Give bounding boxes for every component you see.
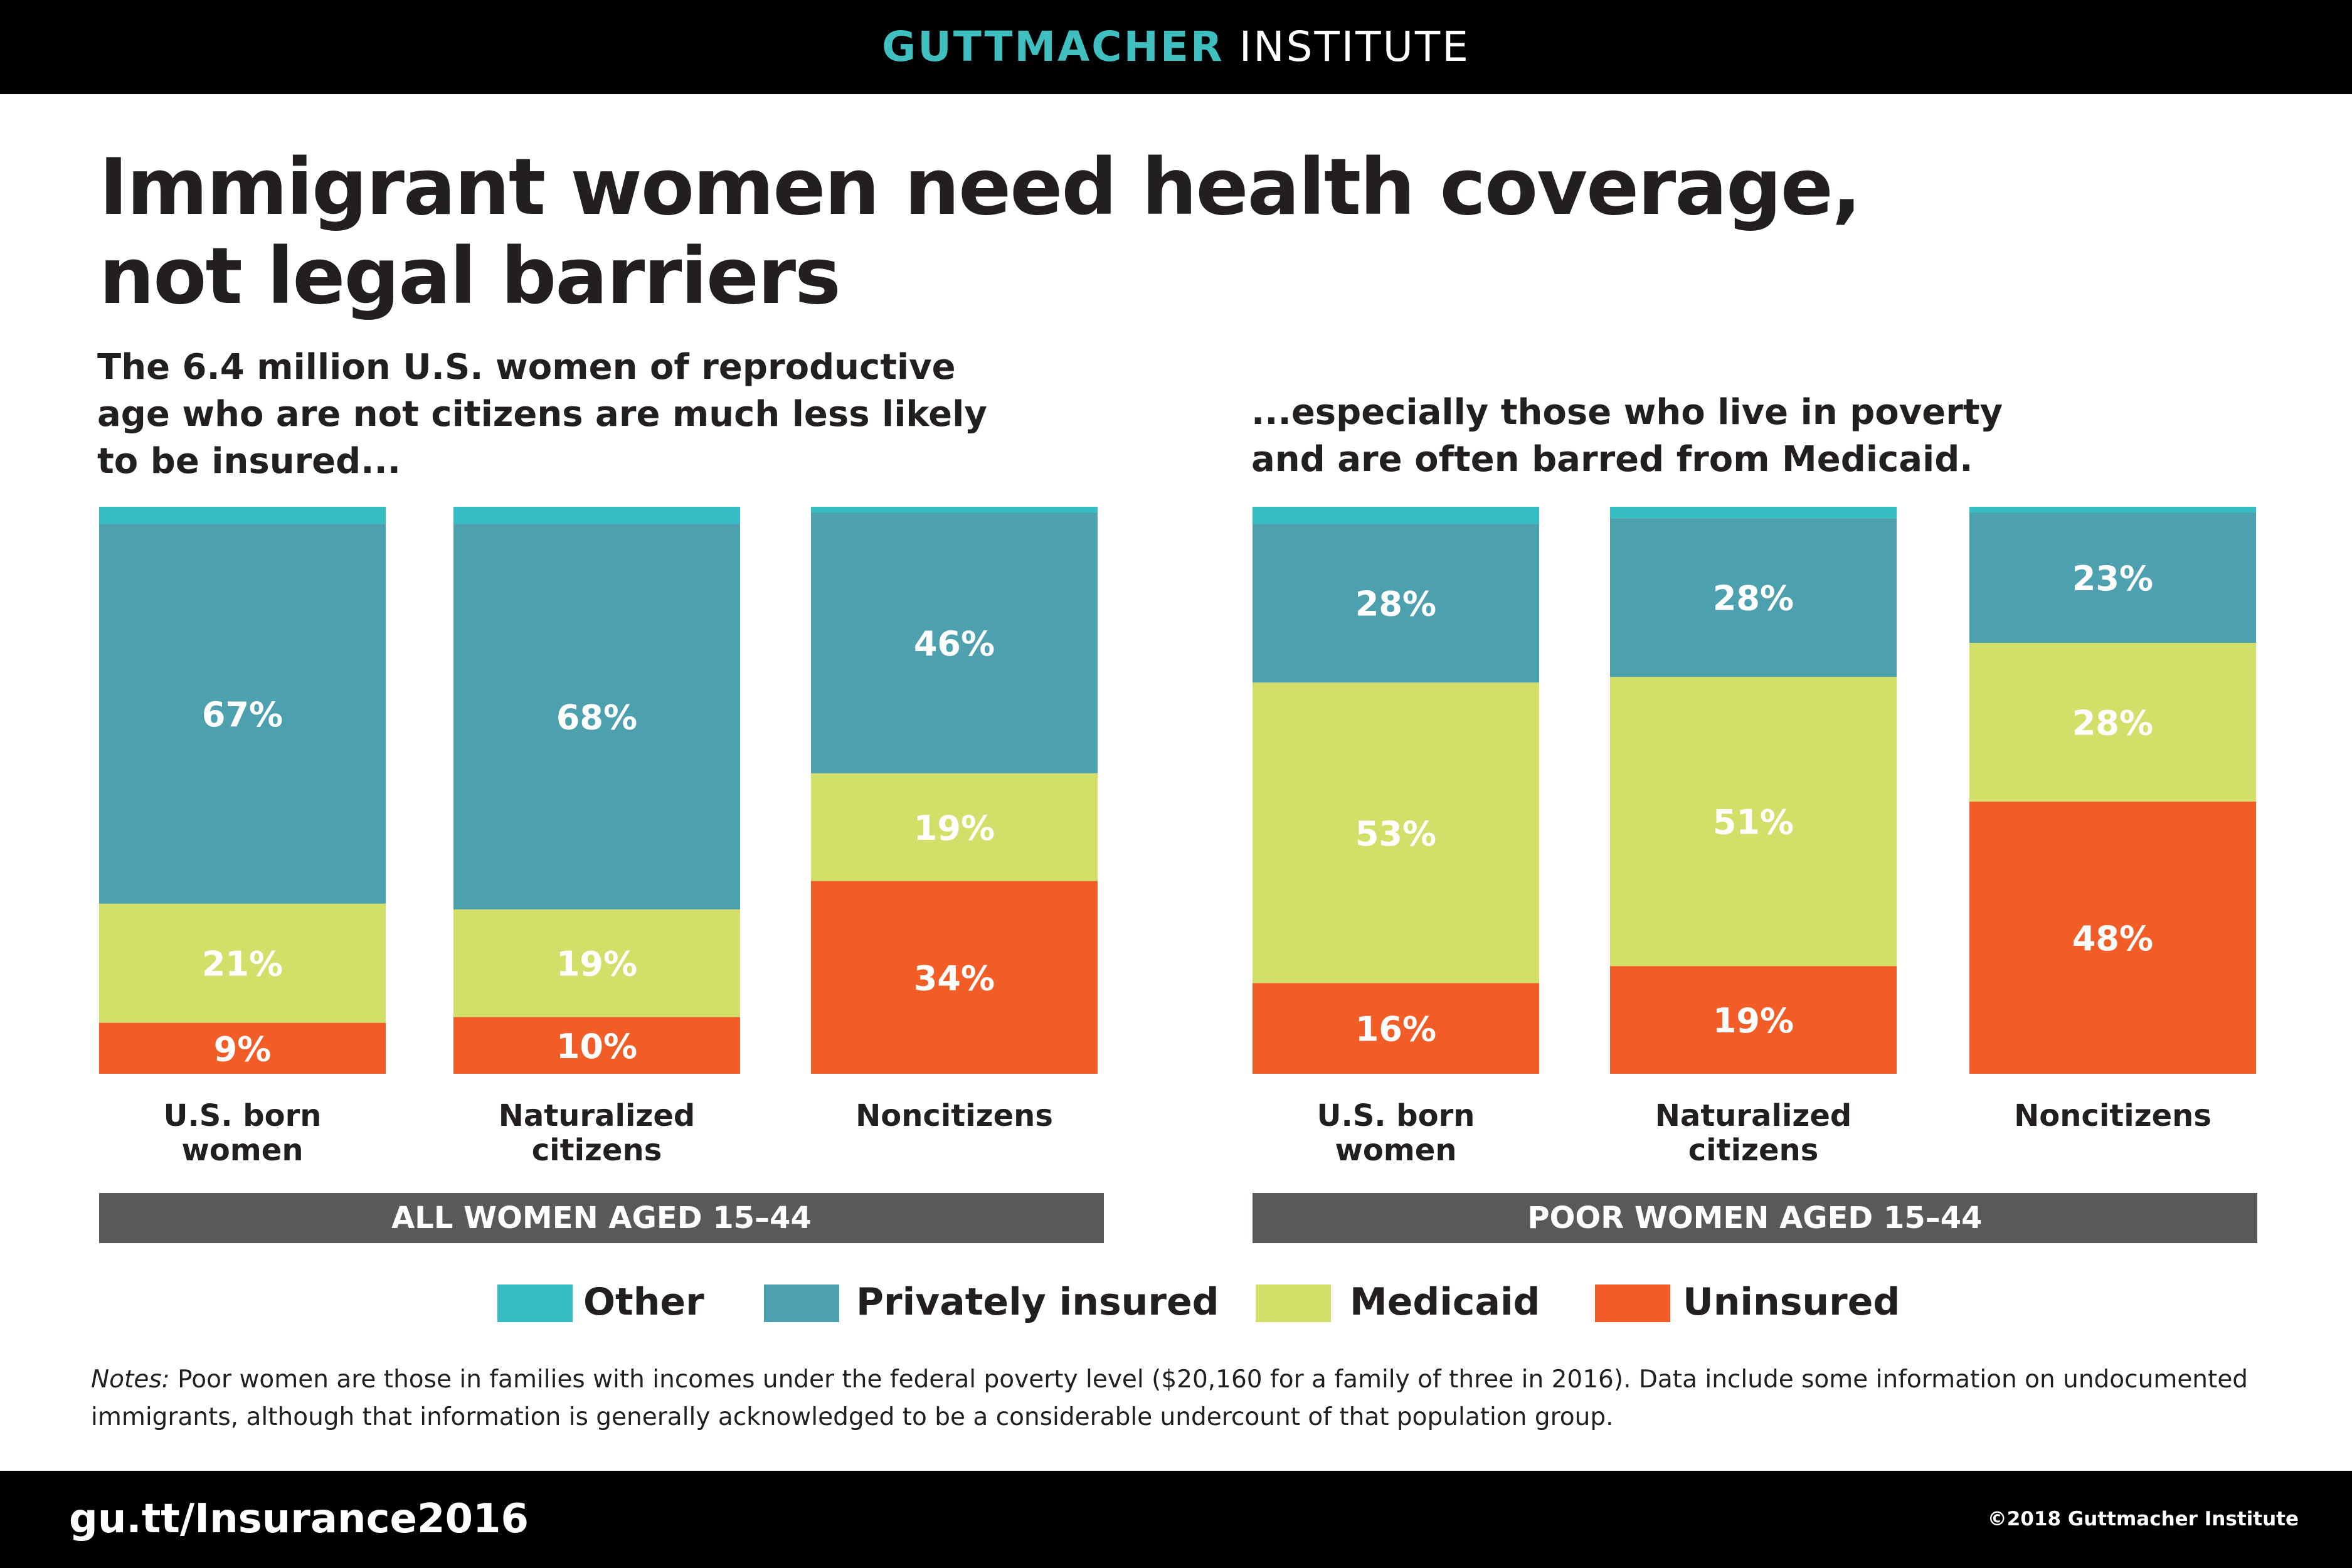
- legend-label-medicaid: Medicaid: [1350, 1280, 1540, 1324]
- data-label-medicaid: 51%: [1713, 803, 1794, 842]
- bar-segment-uninsured: [1610, 966, 1897, 1074]
- data-label-medicaid: 53%: [1355, 814, 1436, 854]
- bar-segment-other: [1969, 507, 2256, 513]
- category-label: women: [1335, 1133, 1456, 1168]
- bar-segment-medicaid: [453, 909, 740, 1017]
- subtitle-right: ...especially those who live in poverty …: [1251, 389, 2003, 483]
- data-label-privately-insured: 28%: [1355, 585, 1436, 624]
- category-label: Naturalized: [499, 1098, 696, 1133]
- notes: Notes: Poor women are those in families …: [91, 1361, 2267, 1436]
- bar-segment-other: [1253, 507, 1539, 524]
- subtitle-line: age who are not citizens are much less l…: [97, 394, 987, 435]
- data-label-privately-insured: 46%: [914, 624, 995, 664]
- subtitle-line: to be insured...: [97, 441, 401, 482]
- bar-segment-other: [1610, 507, 1897, 519]
- bar-segment-uninsured: [811, 881, 1098, 1074]
- legend-swatch-uninsured: [1595, 1285, 1670, 1322]
- category-label: Naturalized: [1655, 1098, 1852, 1133]
- data-label-medicaid: 21%: [202, 945, 283, 984]
- category-label: Noncitizens: [856, 1098, 1053, 1133]
- category-label: Noncitizens: [2014, 1098, 2212, 1133]
- brand-light: INSTITUTE: [1239, 23, 1470, 71]
- bar-segment-privately-insured: [99, 524, 386, 904]
- bar-segment-other: [453, 507, 740, 524]
- bar-segment-medicaid: [1253, 682, 1539, 983]
- brand-bold: GUTTMACHER: [882, 23, 1224, 71]
- bar-segment-medicaid: [1610, 677, 1897, 967]
- bar-segment-privately-insured: [1610, 518, 1897, 677]
- footer-copyright: ©2018 Guttmacher Institute: [1987, 1508, 2299, 1530]
- legend-label-other: Other: [583, 1280, 704, 1324]
- subtitle-left: The 6.4 million U.S. women of reproducti…: [97, 344, 987, 485]
- bar-segment-privately-insured: [453, 524, 740, 909]
- subtitle-line: and are often barred from Medicaid.: [1251, 439, 1973, 480]
- group-label-bar: [1253, 1193, 2257, 1243]
- legend-swatch-medicaid: [1256, 1285, 1331, 1322]
- data-label-privately-insured: 67%: [202, 695, 283, 734]
- data-label-medicaid: 19%: [914, 808, 995, 848]
- page-title: Immigrant women need health coverage, no…: [99, 142, 1862, 322]
- group-label: ALL WOMEN AGED 15–44: [391, 1200, 812, 1236]
- brand-logo: GUTTMACHER INSTITUTE: [0, 0, 2352, 94]
- data-label-uninsured: 34%: [914, 958, 995, 998]
- data-label-medicaid: 19%: [556, 945, 637, 984]
- category-label: women: [181, 1133, 303, 1168]
- data-label-privately-insured: 68%: [556, 697, 637, 737]
- data-label-privately-insured: 28%: [1713, 579, 1794, 618]
- notes-text: Poor women are those in families with in…: [91, 1365, 2249, 1431]
- title-line: Immigrant women need health coverage,: [99, 142, 1862, 233]
- data-label-privately-insured: 23%: [2072, 559, 2153, 598]
- legend-label-privately-insured: Privately insured: [856, 1280, 1219, 1324]
- bar-segment-medicaid: [811, 773, 1098, 881]
- data-label-uninsured: 19%: [1713, 1001, 1794, 1041]
- bar-segment-uninsured: [1969, 802, 2256, 1074]
- category-label: U.S. born: [164, 1098, 322, 1133]
- data-label-uninsured: 9%: [214, 1029, 272, 1069]
- category-label: citizens: [532, 1133, 662, 1168]
- notes-label: Notes:: [91, 1365, 170, 1394]
- bar-segment-other: [99, 507, 386, 524]
- data-label-uninsured: 48%: [2072, 919, 2153, 958]
- data-label-uninsured: 16%: [1355, 1010, 1436, 1049]
- title-line: not legal barriers: [99, 231, 841, 322]
- bar-segment-uninsured: [99, 1022, 386, 1074]
- bar-segment-medicaid: [1969, 642, 2256, 802]
- bar-segment-uninsured: [453, 1017, 740, 1074]
- bar-segment-medicaid: [99, 903, 386, 1023]
- legend-swatch-other: [497, 1285, 573, 1322]
- group-label: POOR WOMEN AGED 15–44: [1527, 1200, 1982, 1236]
- subtitle-line: The 6.4 million U.S. women of reproducti…: [97, 347, 956, 388]
- bar-segment-privately-insured: [1969, 512, 2256, 643]
- data-label-medicaid: 28%: [2072, 704, 2153, 743]
- bar-segment-uninsured: [1253, 983, 1539, 1074]
- bar-segment-other: [811, 507, 1098, 513]
- data-label-uninsured: 10%: [556, 1027, 637, 1066]
- category-label: citizens: [1688, 1133, 1819, 1168]
- footer-bar: gu.tt/Insurance2016 ©2018 Guttmacher Ins…: [0, 1471, 2352, 1568]
- header-bar: GUTTMACHER INSTITUTE: [0, 0, 2352, 94]
- legend-label-uninsured: Uninsured: [1683, 1280, 1900, 1324]
- subtitle-line: ...especially those who live in poverty: [1251, 392, 2003, 433]
- category-label: U.S. born: [1317, 1098, 1475, 1133]
- legend-swatch-privately-insured: [764, 1285, 839, 1322]
- bar-segment-privately-insured: [1253, 524, 1539, 683]
- footer-url[interactable]: gu.tt/Insurance2016: [69, 1496, 529, 1542]
- group-label-bar: [99, 1193, 1104, 1243]
- bar-segment-privately-insured: [811, 512, 1098, 773]
